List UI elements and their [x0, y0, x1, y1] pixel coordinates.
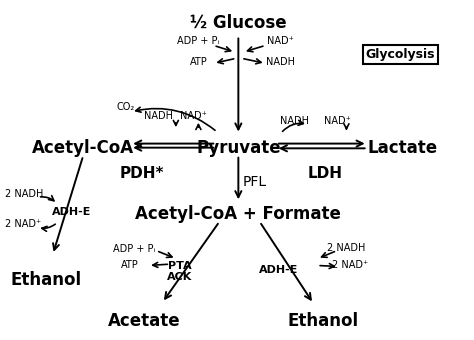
Text: Acetyl-CoA + Formate: Acetyl-CoA + Formate: [136, 205, 341, 223]
Text: ½ Glucose: ½ Glucose: [190, 14, 287, 32]
Text: Glycolysis: Glycolysis: [366, 48, 435, 62]
Text: ADH-E: ADH-E: [52, 207, 91, 217]
Text: ATP: ATP: [190, 57, 207, 67]
Text: NAD⁺: NAD⁺: [180, 112, 207, 121]
Text: 2 NAD⁺: 2 NAD⁺: [5, 219, 41, 229]
Text: 2 NADH: 2 NADH: [327, 243, 365, 253]
Text: 2 NADH: 2 NADH: [5, 189, 44, 199]
Text: LDH: LDH: [308, 166, 343, 181]
Text: CO₂: CO₂: [117, 102, 135, 112]
Text: NADH: NADH: [280, 116, 309, 126]
Text: ADP + Pᵢ: ADP + Pᵢ: [113, 243, 155, 254]
Text: NADH: NADH: [266, 57, 295, 67]
Text: Ethanol: Ethanol: [10, 271, 81, 289]
Text: 2 NAD⁺: 2 NAD⁺: [332, 260, 368, 271]
Text: Lactate: Lactate: [368, 139, 438, 157]
Text: PFL: PFL: [243, 175, 267, 189]
Text: ADP + Pᵢ: ADP + Pᵢ: [177, 36, 219, 46]
Text: ADH-E: ADH-E: [259, 265, 298, 275]
Text: Pyruvate: Pyruvate: [196, 139, 281, 157]
Text: Ethanol: Ethanol: [287, 312, 358, 330]
Text: NADH: NADH: [144, 112, 173, 121]
Text: PDH*: PDH*: [120, 166, 164, 181]
Text: Acetyl-CoA: Acetyl-CoA: [32, 139, 134, 157]
Text: PTA
ACK: PTA ACK: [167, 261, 192, 283]
Text: ATP: ATP: [120, 260, 138, 271]
Text: NAD⁺: NAD⁺: [324, 116, 350, 126]
Text: Acetate: Acetate: [108, 312, 181, 330]
Text: NAD⁺: NAD⁺: [267, 36, 294, 46]
